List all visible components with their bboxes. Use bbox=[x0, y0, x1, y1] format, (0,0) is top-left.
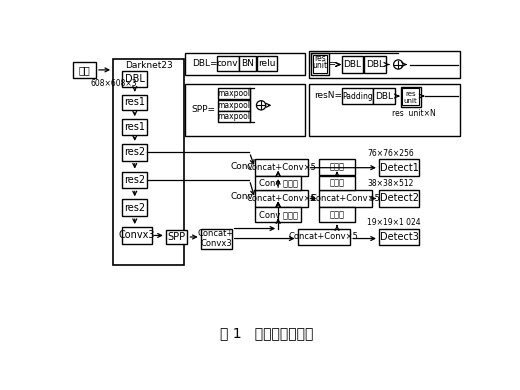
Bar bbox=[400, 87, 421, 107]
Text: DBL: DBL bbox=[344, 60, 361, 69]
Bar bbox=[379, 229, 419, 245]
Bar bbox=[342, 89, 373, 104]
Text: res2: res2 bbox=[124, 147, 145, 157]
Text: 608×608×3: 608×608×3 bbox=[90, 79, 137, 88]
Text: DBL: DBL bbox=[366, 60, 384, 69]
Bar bbox=[255, 176, 302, 190]
Text: res: res bbox=[405, 91, 416, 97]
Text: 38×38×512: 38×38×512 bbox=[367, 179, 413, 188]
Text: Conv: Conv bbox=[230, 162, 253, 172]
Bar bbox=[122, 144, 147, 161]
Text: Concat+
Convx3: Concat+ Convx3 bbox=[198, 229, 234, 248]
Text: res: res bbox=[314, 54, 326, 63]
Bar bbox=[218, 100, 250, 111]
Bar bbox=[218, 112, 250, 122]
Bar bbox=[185, 53, 305, 74]
Bar bbox=[309, 84, 460, 136]
Bar bbox=[364, 56, 386, 73]
Text: 下采样: 下采样 bbox=[330, 179, 345, 188]
Text: Concat+Conv×5: Concat+Conv×5 bbox=[289, 232, 359, 241]
Text: res2: res2 bbox=[124, 203, 145, 213]
Text: resN=: resN= bbox=[315, 91, 343, 100]
Text: unit: unit bbox=[313, 61, 328, 70]
Text: Concat+Conv×5: Concat+Conv×5 bbox=[246, 163, 316, 172]
Text: Detect2: Detect2 bbox=[380, 193, 419, 204]
Text: unit: unit bbox=[404, 98, 418, 104]
Bar bbox=[255, 159, 307, 176]
Text: Detect1: Detect1 bbox=[380, 163, 419, 173]
Text: maxpool: maxpool bbox=[217, 89, 251, 98]
Text: DBL=: DBL= bbox=[192, 59, 217, 68]
Bar bbox=[122, 227, 152, 244]
Text: Detect3: Detect3 bbox=[380, 232, 419, 242]
Text: maxpool: maxpool bbox=[217, 112, 251, 121]
Bar bbox=[122, 172, 147, 188]
Text: maxpool: maxpool bbox=[217, 101, 251, 110]
Bar bbox=[166, 230, 187, 244]
Text: DBL: DBL bbox=[125, 74, 145, 84]
Bar bbox=[113, 59, 185, 266]
Bar bbox=[319, 176, 355, 190]
Text: conv: conv bbox=[217, 59, 239, 68]
Bar bbox=[311, 53, 329, 74]
Bar bbox=[309, 51, 460, 78]
Text: Padding: Padding bbox=[342, 92, 372, 101]
Bar bbox=[402, 89, 419, 105]
Text: DBL: DBL bbox=[375, 92, 393, 101]
Text: 下采样: 下采样 bbox=[330, 210, 345, 219]
Bar bbox=[257, 56, 277, 71]
Text: res2: res2 bbox=[124, 175, 145, 185]
Bar bbox=[201, 229, 231, 248]
Text: Concat+Conv×5: Concat+Conv×5 bbox=[310, 194, 381, 203]
Text: relu: relu bbox=[258, 59, 276, 68]
Text: res1: res1 bbox=[124, 97, 145, 107]
Bar bbox=[185, 84, 305, 136]
Text: SPP=: SPP= bbox=[191, 105, 215, 114]
Bar bbox=[319, 159, 355, 175]
Bar bbox=[319, 207, 355, 222]
Text: 76×76×256: 76×76×256 bbox=[367, 149, 414, 158]
Text: 19×19×1 024: 19×19×1 024 bbox=[367, 218, 421, 227]
Bar bbox=[379, 159, 419, 176]
Bar bbox=[122, 71, 147, 87]
Text: 下采样: 下采样 bbox=[330, 162, 345, 172]
Bar bbox=[122, 94, 147, 110]
Bar bbox=[73, 62, 96, 78]
Text: Concat+Conv×5: Concat+Conv×5 bbox=[246, 194, 316, 203]
Bar bbox=[218, 89, 250, 99]
Bar bbox=[379, 190, 419, 207]
Text: SPP: SPP bbox=[167, 232, 186, 242]
Text: Conv 上采样: Conv 上采样 bbox=[258, 210, 297, 219]
Text: =: = bbox=[328, 60, 336, 69]
Bar bbox=[255, 190, 307, 207]
Text: Darknet23: Darknet23 bbox=[125, 61, 173, 70]
Text: BN: BN bbox=[241, 59, 254, 68]
Bar bbox=[319, 190, 372, 207]
Bar bbox=[122, 119, 147, 135]
Bar bbox=[342, 56, 363, 73]
Text: res  unit×N: res unit×N bbox=[392, 108, 436, 117]
Bar bbox=[255, 207, 302, 222]
Bar bbox=[217, 56, 239, 71]
Text: Conv: Conv bbox=[230, 192, 253, 202]
Bar bbox=[239, 56, 256, 71]
Text: res1: res1 bbox=[124, 122, 145, 132]
Text: 图 1   改进的方法结构: 图 1 改进的方法结构 bbox=[220, 326, 313, 340]
Bar bbox=[373, 89, 395, 104]
Text: Conv 上采样: Conv 上采样 bbox=[258, 179, 297, 188]
Text: Convx3: Convx3 bbox=[119, 230, 155, 241]
Bar bbox=[122, 199, 147, 216]
Bar bbox=[313, 55, 327, 73]
Text: 图片: 图片 bbox=[79, 65, 90, 75]
Bar bbox=[297, 229, 350, 245]
